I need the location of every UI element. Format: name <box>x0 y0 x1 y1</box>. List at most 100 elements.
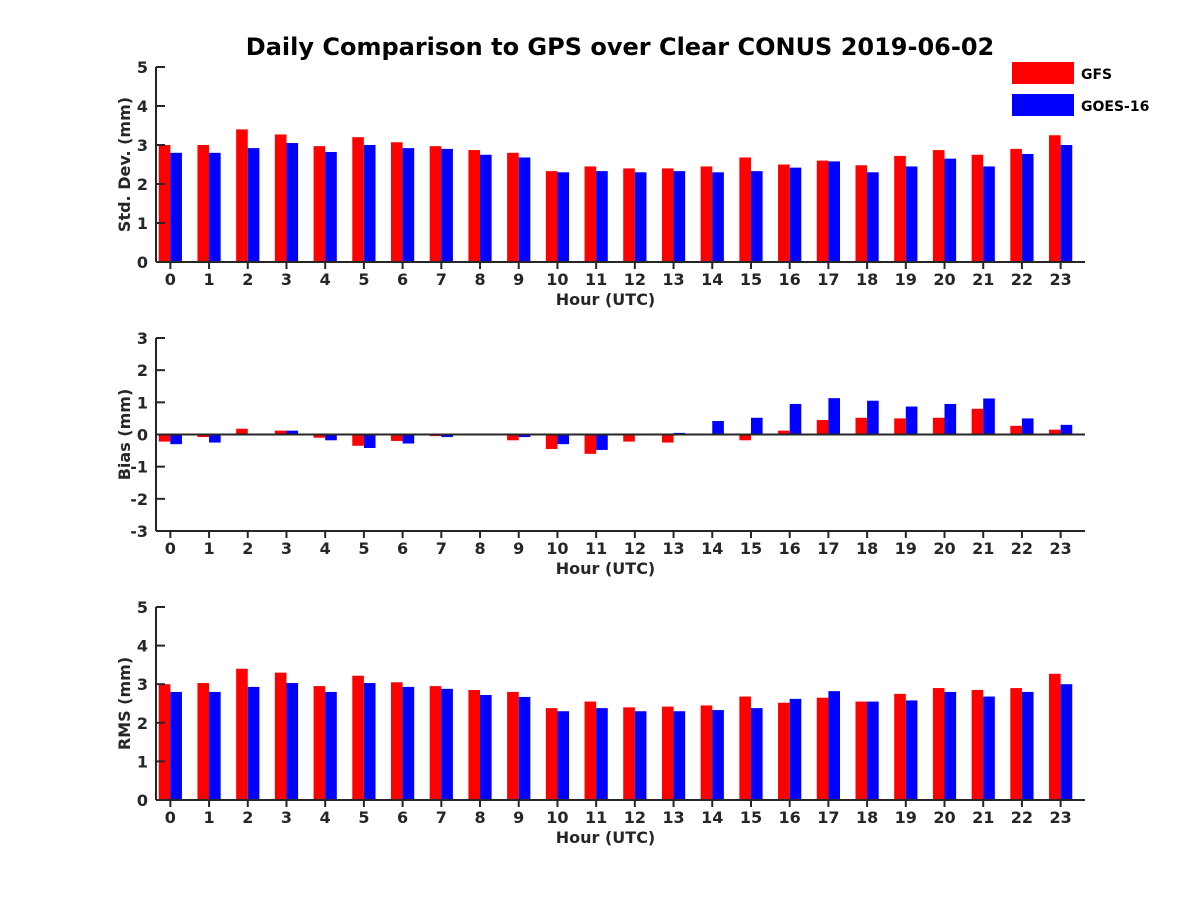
rms-gfs-bar-1 <box>197 683 210 800</box>
rms-y-tick-label: 1 <box>137 752 148 771</box>
std-dev-x-tick-label: 6 <box>397 270 408 289</box>
rms-goes-16-bar-1 <box>209 691 221 800</box>
std-dev-y-tick-label: 0 <box>137 253 148 272</box>
rms-goes-16-bar-12 <box>634 711 647 800</box>
bias-y-tick-label: 1 <box>137 393 148 412</box>
rms-goes-16-bar-9 <box>518 696 531 800</box>
rms-goes-16-bar-0 <box>170 691 182 800</box>
std-dev-gfs-bar-13 <box>661 168 674 262</box>
std-dev-goes-16-bar-16 <box>789 167 802 262</box>
rms-gfs-bar-5 <box>352 675 364 800</box>
std-dev-goes-16-bar-22 <box>1021 153 1034 262</box>
rms-gfs-bar-17 <box>816 697 829 800</box>
rms-gfs-bar-12 <box>623 707 635 800</box>
std-dev-y-tick-label: 5 <box>137 58 148 77</box>
rms-x-tick-label: 2 <box>242 808 253 827</box>
bias-goes-16-bar-15 <box>750 417 763 435</box>
std-dev-x-tick-label: 3 <box>281 270 292 289</box>
bias-goes-16-bar-17 <box>828 398 841 435</box>
rms-x-tick-label: 20 <box>933 808 955 827</box>
rms-y-tick-label: 3 <box>137 675 148 694</box>
std-dev-gfs-bar-20 <box>932 150 945 262</box>
std-dev-goes-16-bar-20 <box>944 158 957 262</box>
rms-y-axis-label: RMS (mm) <box>115 657 134 750</box>
std-dev-goes-16-bar-7 <box>441 148 453 262</box>
std-dev-x-tick-label: 2 <box>242 270 253 289</box>
std-dev-goes-16-bar-19 <box>905 166 918 262</box>
bias-x-tick-label: 16 <box>779 539 801 558</box>
bias-gfs-bar-16 <box>778 430 790 435</box>
rms-x-tick-label: 11 <box>585 808 607 827</box>
bias-x-tick-label: 5 <box>358 539 369 558</box>
rms-gfs-bar-6 <box>390 682 403 800</box>
rms-x-axis-label: Hour (UTC) <box>556 828 656 847</box>
std-dev-x-tick-label: 8 <box>474 270 485 289</box>
rms-gfs-bar-19 <box>894 693 906 800</box>
std-dev-x-tick-label: 23 <box>1050 270 1072 289</box>
std-dev-goes-16-bar-9 <box>518 157 531 262</box>
rms-goes-16-bar-18 <box>867 701 879 800</box>
std-dev-x-tick-label: 19 <box>895 270 917 289</box>
std-dev-gfs-bar-21 <box>971 154 984 262</box>
bias-y-tick-label: 2 <box>137 361 148 380</box>
bias-goes-16-bar-16 <box>789 403 802 435</box>
std-dev-x-tick-label: 16 <box>779 270 801 289</box>
std-dev-x-tick-label: 4 <box>320 270 331 289</box>
std-dev-x-tick-label: 21 <box>972 270 994 289</box>
std-dev-x-tick-label: 20 <box>933 270 955 289</box>
std-dev-gfs-bar-0 <box>158 145 171 262</box>
rms-x-tick-label: 3 <box>281 808 292 827</box>
bias-goes-16-bar-19 <box>905 406 918 435</box>
bias-gfs-bar-20 <box>932 417 945 435</box>
bias-goes-16-bar-11 <box>596 434 608 450</box>
std-dev-gfs-bar-19 <box>894 155 906 262</box>
std-dev-gfs-bar-18 <box>855 165 868 262</box>
std-dev-gfs-bar-6 <box>390 142 403 262</box>
std-dev-x-tick-label: 13 <box>662 270 684 289</box>
rms-gfs-bar-15 <box>739 696 751 800</box>
rms-gfs-bar-21 <box>971 689 984 800</box>
std-dev-goes-16-bar-14 <box>712 172 724 262</box>
rms-goes-16-bar-10 <box>557 711 570 800</box>
rms-y-tick-label: 0 <box>137 791 148 810</box>
std-dev-x-tick-label: 1 <box>203 270 214 289</box>
rms-gfs-bar-7 <box>429 686 442 800</box>
std-dev-gfs-bar-12 <box>623 168 635 262</box>
std-dev-gfs-bar-16 <box>778 164 790 262</box>
rms-gfs-bar-10 <box>545 708 558 800</box>
std-dev-goes-16-bar-17 <box>828 161 841 262</box>
std-dev-gfs-bar-10 <box>545 171 558 262</box>
std-dev-x-axis-label: Hour (UTC) <box>556 290 656 309</box>
legend-swatch-goes-16 <box>1012 94 1074 116</box>
rms-goes-16-bar-4 <box>325 691 337 800</box>
bias-gfs-bar-6 <box>390 434 403 441</box>
rms-gfs-bar-9 <box>507 691 519 800</box>
rms-goes-16-bar-15 <box>750 708 763 800</box>
bias-gfs-bar-22 <box>1010 425 1022 435</box>
std-dev-x-tick-label: 14 <box>701 270 723 289</box>
rms-gfs-bar-22 <box>1010 688 1022 800</box>
std-dev-x-tick-label: 10 <box>546 270 568 289</box>
std-dev-gfs-bar-22 <box>1010 148 1022 262</box>
bias-x-tick-label: 14 <box>701 539 723 558</box>
std-dev-goes-16-bar-3 <box>286 143 299 262</box>
bias-goes-16-bar-10 <box>557 434 570 445</box>
std-dev-goes-16-bar-5 <box>363 145 376 262</box>
std-dev-x-tick-label: 18 <box>856 270 878 289</box>
bias-gfs-bar-21 <box>971 408 984 435</box>
bias-goes-16-bar-1 <box>209 434 221 443</box>
std-dev-goes-16-bar-4 <box>325 152 337 262</box>
std-dev-y-axis-label: Std. Dev. (mm) <box>115 97 134 232</box>
rms-y-tick-label: 4 <box>137 637 148 656</box>
std-dev-x-tick-label: 11 <box>585 270 607 289</box>
rms-goes-16-bar-13 <box>673 711 686 800</box>
bias-x-tick-label: 8 <box>474 539 485 558</box>
rms-x-tick-label: 15 <box>740 808 762 827</box>
rms-x-tick-label: 5 <box>358 808 369 827</box>
std-dev-gfs-bar-14 <box>700 166 713 262</box>
bias-x-tick-label: 2 <box>242 539 253 558</box>
std-dev-goes-16-bar-2 <box>247 148 260 262</box>
